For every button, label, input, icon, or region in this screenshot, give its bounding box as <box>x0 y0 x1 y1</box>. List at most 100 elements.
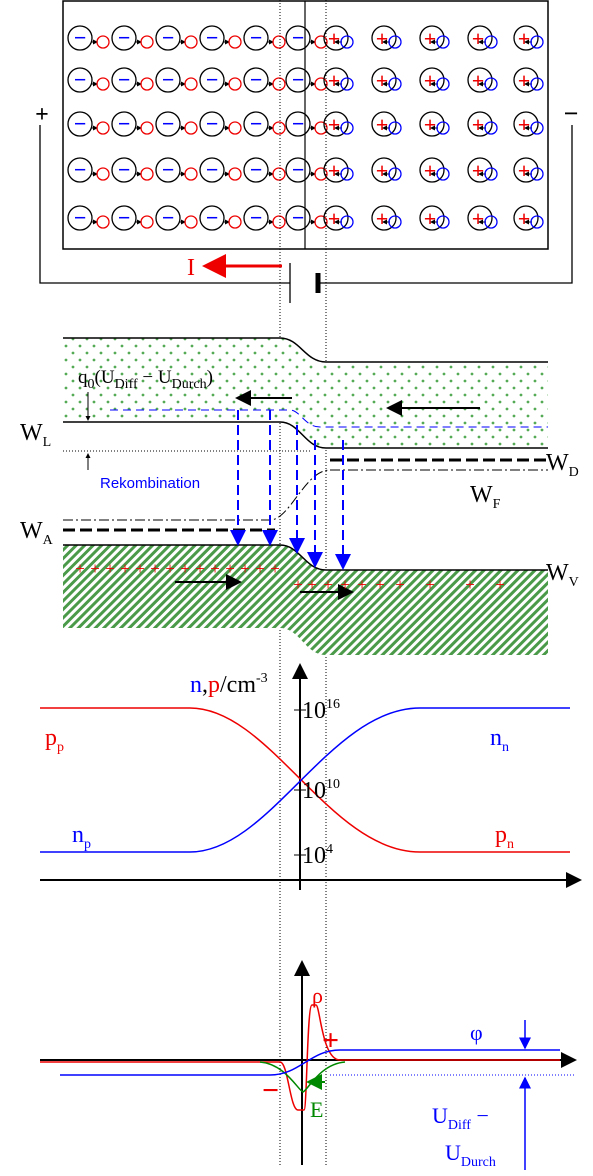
rho-label: ρ <box>312 983 323 1008</box>
label-part: W <box>20 420 43 446</box>
label-part: W <box>546 560 569 586</box>
label-part: -3 <box>256 671 268 686</box>
tick-label: 104 <box>302 842 333 869</box>
electron-sign: − <box>292 157 305 182</box>
label-part: 4 <box>326 842 333 857</box>
w-f-label: WF <box>470 482 501 512</box>
hole-sign: + <box>518 112 531 137</box>
label-part: n <box>490 725 502 751</box>
hole-sign: + <box>255 559 265 578</box>
hole-sign: + <box>425 575 435 594</box>
hole-sign: + <box>472 206 485 231</box>
hole-sign: + <box>328 112 341 137</box>
plus-terminal: + <box>35 102 49 128</box>
hole <box>273 216 285 228</box>
hole <box>185 36 197 48</box>
hole-sign: + <box>472 112 485 137</box>
hole-sign: + <box>376 26 389 51</box>
hole <box>141 36 153 48</box>
w-l-label: WL <box>20 420 51 450</box>
hole <box>97 168 109 180</box>
hole-sign: + <box>105 559 115 578</box>
hole <box>229 122 241 134</box>
hole-sign: + <box>424 26 437 51</box>
hole-sign: + <box>120 559 130 578</box>
electron-sign: − <box>206 25 219 50</box>
electron-sign: − <box>74 111 87 136</box>
hole <box>273 168 285 180</box>
label-part: − <box>471 1103 489 1128</box>
label-part: D <box>569 465 579 480</box>
hole-sign: + <box>195 559 205 578</box>
field-plot <box>40 962 575 1170</box>
hole <box>229 216 241 228</box>
electron-sign: − <box>292 111 305 136</box>
label-part: (U <box>95 367 115 388</box>
hole-sign: + <box>375 575 385 594</box>
label-part: 10 <box>302 778 326 804</box>
hole-sign: + <box>424 206 437 231</box>
label-part: W <box>470 482 493 508</box>
minus-charge-label: − <box>262 1074 279 1107</box>
hole <box>273 78 285 90</box>
hole <box>229 36 241 48</box>
hole <box>141 78 153 90</box>
label-part: 10 <box>302 698 326 724</box>
hole <box>97 36 109 48</box>
voltage-label-1: UDiff − <box>432 1103 489 1133</box>
hole-sign: + <box>376 206 389 231</box>
voltage-label-2: UDurch <box>445 1140 496 1170</box>
label-part: W <box>546 450 569 476</box>
label-part: U <box>445 1140 461 1165</box>
electron-sign: − <box>292 67 305 92</box>
label-part: − U <box>138 367 172 388</box>
electron-sign: − <box>162 67 175 92</box>
label-part: q <box>78 367 88 388</box>
hole-sign: + <box>328 26 341 51</box>
recombination-label: Rekombination <box>100 475 200 492</box>
label-part: p <box>57 740 64 755</box>
hole-sign: + <box>240 559 250 578</box>
label-part: A <box>43 533 54 548</box>
hole-sign: + <box>180 559 190 578</box>
hole-sign: + <box>340 575 350 594</box>
hole-sign: + <box>472 26 485 51</box>
electron-sign: − <box>74 157 87 182</box>
label-part: p <box>495 822 507 848</box>
label-part: 10 <box>326 777 340 792</box>
label-part: Durch <box>172 377 207 392</box>
plus-charge-label: + <box>322 1024 339 1057</box>
electron-sign: − <box>292 25 305 50</box>
phi-label: φ <box>470 1020 483 1045</box>
hole-sign: + <box>424 68 437 93</box>
electron-sign: − <box>118 67 131 92</box>
n-p-label: np <box>72 822 91 852</box>
hole-sign: + <box>376 68 389 93</box>
electron-sign: − <box>162 25 175 50</box>
label-part: Durch <box>461 1155 496 1170</box>
hole-sign: + <box>518 26 531 51</box>
hole-sign: + <box>357 575 367 594</box>
minus-terminal: − <box>564 99 579 128</box>
electron-sign: − <box>74 25 87 50</box>
hole-sign: + <box>424 158 437 183</box>
label-part: Diff <box>448 1118 471 1133</box>
electron-sign: − <box>206 157 219 182</box>
label-part: p <box>45 725 57 751</box>
electron-sign: − <box>250 25 263 50</box>
w-d-label: WD <box>546 450 579 480</box>
electron-sign: − <box>118 111 131 136</box>
label-part: 0 <box>88 377 95 392</box>
hole <box>229 78 241 90</box>
label-part: p <box>208 672 220 698</box>
electron-sign: − <box>250 157 263 182</box>
electron-sign: − <box>118 205 131 230</box>
n-n-label: nn <box>490 725 509 755</box>
hole-sign: + <box>150 559 160 578</box>
p-n-label: pn <box>495 822 514 852</box>
label-part: U <box>432 1103 448 1128</box>
hole-sign: + <box>472 68 485 93</box>
tick-label: 1010 <box>302 777 340 804</box>
label-part: ) <box>207 367 213 388</box>
electron-sign: − <box>74 205 87 230</box>
